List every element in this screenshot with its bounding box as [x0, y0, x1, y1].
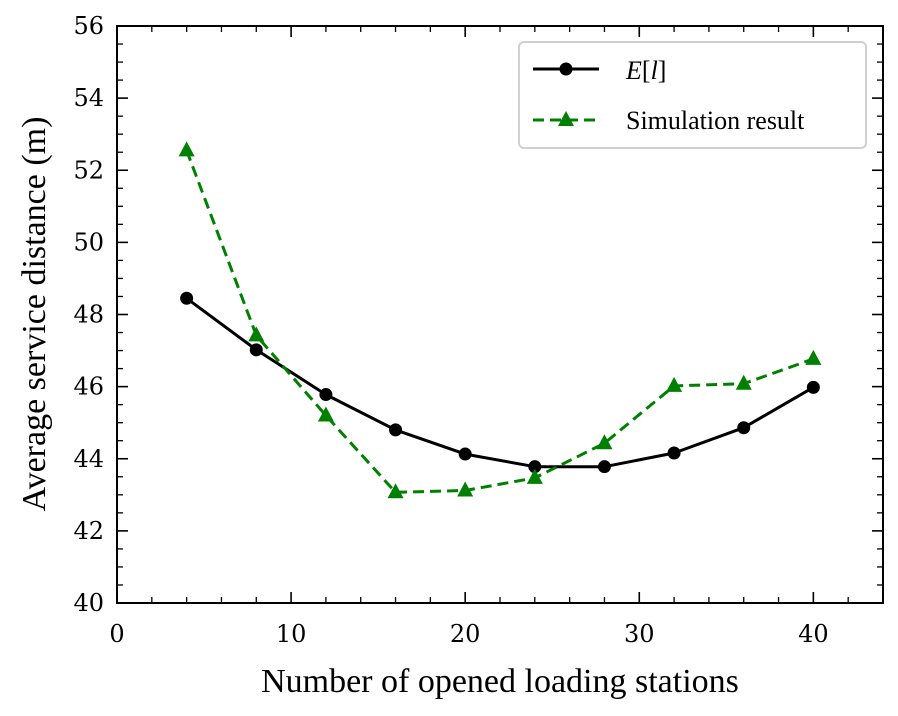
data-point-simulation	[248, 326, 265, 342]
x-tick-label: 30	[624, 620, 655, 648]
legend-box	[518, 41, 867, 149]
y-tick-label: 56	[73, 12, 104, 40]
series-line-simulation	[185, 149, 814, 494]
legend: E[l] Simulation result	[518, 41, 867, 149]
y-tick-label: 50	[73, 228, 104, 256]
y-tick-label: 46	[73, 373, 104, 401]
y-tick-label: 42	[73, 517, 104, 545]
data-point-simulation	[596, 434, 613, 450]
data-point-e-l	[458, 447, 472, 461]
data-point-simulation	[457, 481, 474, 497]
y-tick-label: 54	[73, 84, 104, 112]
data-point-e-l	[319, 388, 333, 402]
legend-label-simulation: Simulation result	[626, 106, 805, 135]
data-point-simulation	[317, 406, 334, 422]
data-point-e-l	[597, 460, 611, 474]
series-line-e-l	[185, 297, 815, 469]
plot-frame	[116, 25, 884, 604]
data-point-e-l	[667, 446, 681, 460]
legend-marker-simulation	[558, 111, 574, 126]
y-tick-label: 44	[73, 445, 104, 473]
data-point-e-l	[806, 380, 820, 394]
data-point-simulation	[178, 141, 195, 157]
y-tick-label: 40	[73, 589, 104, 617]
data-point-simulation	[526, 468, 543, 484]
x-tick-label: 0	[109, 620, 124, 648]
data-point-simulation	[666, 376, 683, 392]
data-point-simulation	[735, 374, 752, 390]
data-point-simulation	[805, 349, 822, 365]
data-point-e-l	[389, 423, 403, 437]
data-point-e-l	[528, 460, 542, 474]
x-axis-title: Number of opened loading stations	[261, 663, 739, 700]
y-tick-label: 48	[73, 301, 104, 329]
x-tick-label: 10	[276, 620, 307, 648]
legend-label-e-l: E[l]	[625, 56, 666, 85]
y-axis-title: Average service distance (m)	[16, 117, 53, 512]
data-point-e-l	[180, 291, 194, 305]
data-point-e-l	[737, 421, 751, 435]
x-tick-label: 40	[798, 620, 829, 648]
tick-labels: 0 10 20 30 40 40 42 44 46 48 50 52 54 56	[73, 12, 828, 648]
data-point-simulation	[387, 483, 404, 499]
y-tick-label: 52	[73, 156, 104, 184]
series-group	[178, 141, 822, 499]
legend-marker-e-l	[559, 62, 573, 76]
data-point-e-l	[249, 343, 263, 357]
x-tick-label: 20	[450, 620, 481, 648]
